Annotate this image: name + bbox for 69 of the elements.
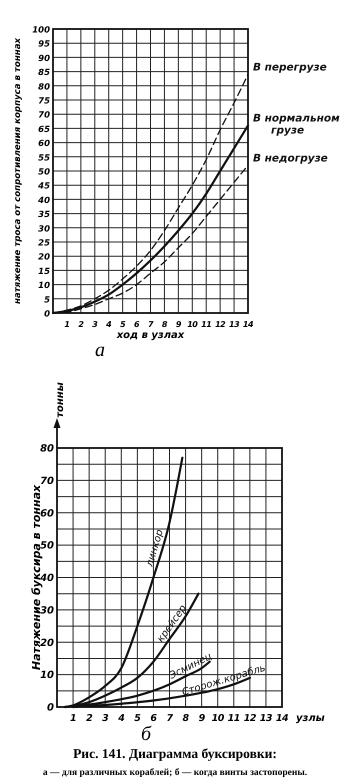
x-tick-label: 8: [162, 320, 168, 329]
x-tick-label: 1: [64, 320, 70, 329]
x-axis-title: ход в узлах: [116, 330, 185, 341]
y-tick-label: 70: [38, 110, 50, 121]
y-tick-label: 40: [37, 196, 50, 206]
y-tick-label: 75: [38, 96, 50, 106]
series-label: В недогрузе: [253, 152, 328, 164]
y-tick-label: 60: [40, 508, 54, 520]
x-tick-label: 14: [276, 713, 289, 724]
y-tick-label: 30: [38, 224, 50, 234]
text: тонны: [55, 382, 66, 418]
y-tick-label: 30: [40, 605, 54, 616]
x-tick-label: 3: [92, 320, 98, 329]
x-tick-label: 12: [244, 713, 257, 724]
x-tick-label: 10: [212, 713, 225, 724]
text: б: [140, 723, 152, 745]
x-tick-label: 5: [134, 713, 142, 724]
text: а — для различных кораблей; б — когда винты застопорены.: [42, 768, 308, 778]
y-tick-label: 5: [44, 295, 50, 306]
x-tick-label: 11: [201, 320, 212, 329]
y-tick-label: 10: [40, 670, 54, 682]
y-tick-label: 10: [38, 281, 50, 292]
x-tick-label: 6: [150, 713, 158, 724]
x-tick-label: 7: [148, 320, 154, 329]
x-tick-label: 10: [187, 320, 198, 329]
y-tick-label: 90: [38, 54, 50, 64]
x-tick-label: 2: [78, 320, 84, 329]
x-tick-label: 9: [198, 713, 206, 724]
y-tick-label: 100: [32, 26, 50, 36]
y-tick-label: 85: [38, 68, 50, 78]
y-tick-label: 20: [40, 638, 54, 649]
series-label: В нормальном грузе: [253, 112, 340, 137]
x-tick-label: 14: [242, 320, 254, 329]
y-tick-label: 25: [38, 238, 50, 248]
y-tick-label: 80: [40, 444, 54, 454]
y-tick-label: 0: [44, 310, 50, 320]
x-tick-label: 3: [102, 713, 110, 724]
y-tick-label: 65: [38, 124, 50, 135]
x-tick-label: 2: [86, 713, 94, 724]
x-tick-label: 5: [120, 320, 126, 329]
x-tick-label: 7: [166, 713, 174, 724]
x-tick-label: 9: [176, 320, 182, 329]
y-tick-label: 50: [38, 168, 50, 178]
y-tick-label: 15: [38, 266, 50, 277]
x-tick-label: 13: [229, 320, 240, 329]
y-tick-label: 0: [47, 702, 54, 714]
x-tick-label: 4: [117, 713, 126, 724]
y-tick-label: 45: [37, 182, 50, 192]
y-tick-label: 70: [40, 476, 54, 487]
x-tick-label: 8: [182, 713, 190, 724]
y-tick-label: 35: [38, 210, 50, 220]
series-label: В перегрузе: [253, 61, 327, 74]
x-tick-label: 11: [228, 713, 240, 724]
y-tick-label: 95: [38, 40, 50, 50]
x-tick-label: 13: [260, 713, 273, 724]
y-axis-title: натяжение троса от сопротивления корпуса в тоннах: [13, 38, 23, 304]
y-tick-label: 55: [38, 153, 50, 164]
y-tick-label: 80: [38, 82, 50, 92]
x-tick-label: 12: [215, 320, 226, 329]
y-tick-label: 20: [38, 252, 50, 263]
x-tick-label: 6: [134, 320, 140, 329]
x-tick-label: 1: [70, 713, 76, 724]
text: Рис. 141. Диаграмма буксировки:: [73, 746, 277, 761]
text: линкор: [144, 528, 166, 569]
text: а: [95, 339, 105, 361]
x-axis-title: узлы: [296, 713, 325, 724]
x-tick-label: 4: [105, 320, 112, 329]
y-tick-label: 50: [40, 540, 54, 552]
y-tick-label: 60: [38, 139, 50, 150]
